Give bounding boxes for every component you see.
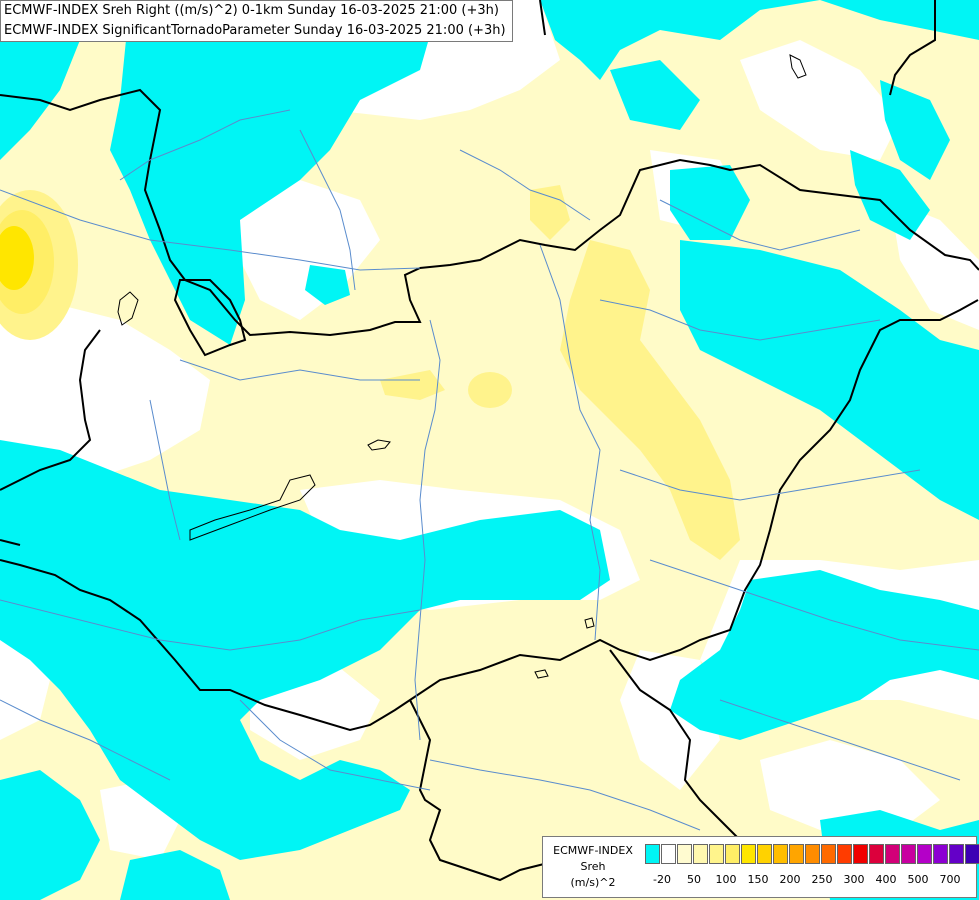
legend-unit: (m/s)^2: [570, 876, 616, 889]
legend-color-bar: [645, 844, 979, 864]
legend-swatch: [773, 844, 788, 864]
legend-tick-label: 400: [875, 873, 897, 886]
legend-swatch: [805, 844, 820, 864]
legend-swatch: [757, 844, 772, 864]
legend-tick-label: 500: [907, 873, 929, 886]
legend-swatch: [837, 844, 852, 864]
legend-tick-label: -20: [653, 873, 671, 886]
legend-swatch: [901, 844, 916, 864]
legend-swatch: [709, 844, 724, 864]
field-yellow: [0, 185, 740, 560]
legend-swatch: [933, 844, 948, 864]
legend-swatch: [725, 844, 740, 864]
lakes: [117, 54, 807, 679]
legend-tick-label: 100: [715, 873, 737, 886]
legend-swatch: [917, 844, 932, 864]
legend-tick-label: 50: [687, 873, 701, 886]
legend-swatch: [821, 844, 836, 864]
legend-tick-label: 250: [811, 873, 833, 886]
legend-swatch: [949, 844, 964, 864]
rivers: [0, 109, 979, 871]
legend-ticks: -20 50 100 150 200 250 300 400 500 700: [645, 873, 975, 887]
color-legend: ECMWF-INDEX Sreh (m/s)^2 -20 50 100 150 200 2…: [542, 836, 979, 898]
legend-swatch: [853, 844, 868, 864]
legend-tick-label: 200: [779, 873, 801, 886]
legend-swatch: [661, 844, 676, 864]
legend-tick-label: 700: [939, 873, 961, 886]
legend-tick-label: 300: [843, 873, 865, 886]
legend-swatch: [693, 844, 708, 864]
title-line-1: ECMWF-INDEX Sreh Right ((m/s)^2) 0-1km S…: [4, 3, 499, 18]
legend-swatch: [789, 844, 804, 864]
legend-swatch: [965, 844, 979, 864]
map-title-box: ECMWF-INDEX Sreh Right ((m/s)^2) 0-1km S…: [0, 0, 513, 42]
legend-swatch: [885, 844, 900, 864]
legend-swatch: [677, 844, 692, 864]
legend-parameter: Sreh: [580, 860, 606, 873]
legend-tick-label: 150: [747, 873, 769, 886]
legend-swatch: [741, 844, 756, 864]
legend-model: ECMWF-INDEX: [553, 844, 633, 857]
legend-swatch: [645, 844, 660, 864]
legend-swatch: [869, 844, 884, 864]
legend-labels: ECMWF-INDEX Sreh (m/s)^2: [543, 843, 643, 891]
title-line-2: ECMWF-INDEX SignificantTornadoParameter …: [4, 23, 506, 38]
